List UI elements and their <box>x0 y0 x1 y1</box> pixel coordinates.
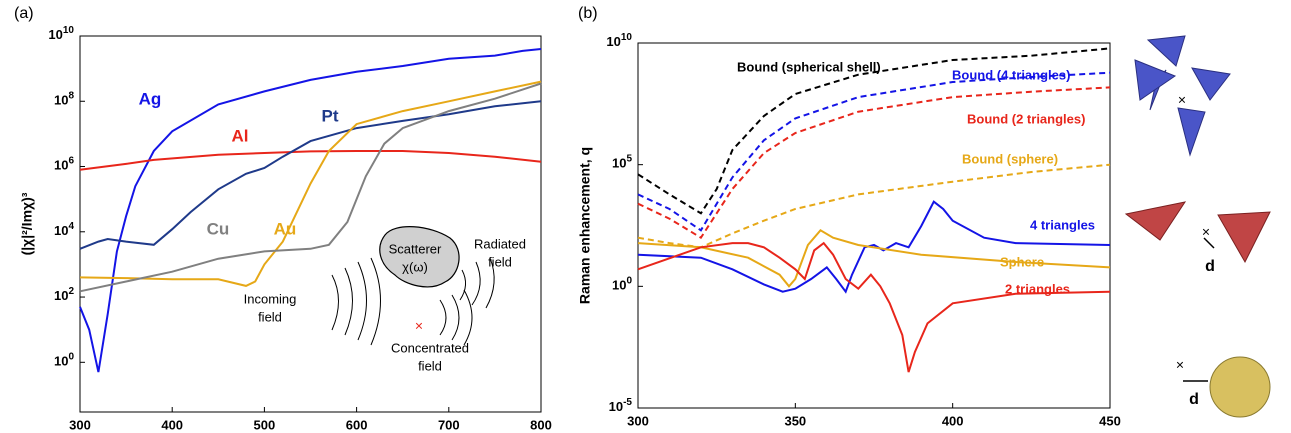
series-line <box>637 229 1111 288</box>
series-line <box>79 80 542 287</box>
annotation: field <box>258 309 282 324</box>
series-line <box>637 86 1111 240</box>
series-label: Sphere <box>1000 254 1044 269</box>
x-tick-label: 400 <box>161 417 183 432</box>
annotation: χ(ω) <box>402 259 428 274</box>
series-line <box>637 200 1111 294</box>
x-tick-label: 600 <box>346 417 368 432</box>
y-tick-label: 10-5 <box>609 397 633 415</box>
y-tick-label: 108 <box>54 90 74 108</box>
series-label: Al <box>232 126 249 145</box>
y-tick-label: 100 <box>54 351 74 369</box>
plot-frame <box>637 42 1111 409</box>
series-label: Pt <box>322 106 339 125</box>
series-line <box>79 48 542 373</box>
x-tick-label: 300 <box>627 413 649 428</box>
x-tick-label: 400 <box>942 413 964 428</box>
four-triangles-image <box>1134 35 1231 157</box>
series-label: Bound (spherical shell) <box>737 59 881 74</box>
gap-mark: × <box>1202 224 1210 240</box>
two-triangles-image <box>1124 201 1271 264</box>
series-line <box>79 100 542 250</box>
field-arcs <box>331 257 495 346</box>
y-tick-label: 100 <box>612 275 632 293</box>
gap-mark: × <box>1176 357 1184 373</box>
cross-mark: × <box>415 318 423 334</box>
series-label: 4 triangles <box>1030 217 1095 232</box>
x-tick-label: 700 <box>438 417 460 432</box>
series-line <box>79 150 542 171</box>
series-line <box>79 82 542 293</box>
y-tick-label: 1010 <box>606 32 632 50</box>
panel-label: (a) <box>14 5 34 22</box>
x-tick-label: 800 <box>530 417 552 432</box>
gap-mark: × <box>1178 92 1186 108</box>
y-tick-label: 106 <box>54 155 74 173</box>
series-label: Au <box>274 219 297 238</box>
panel-label: (b) <box>578 5 598 22</box>
y-axis-label: (|χ|²/Imχ)³ <box>19 192 35 255</box>
series-label: Bound (2 triangles) <box>967 111 1085 126</box>
sphere-image <box>1209 356 1271 418</box>
x-tick-label: 500 <box>254 417 276 432</box>
gap-arrow <box>1203 237 1215 249</box>
series-line <box>637 163 1111 249</box>
y-tick-label: 102 <box>54 286 74 304</box>
series-label: Bound (sphere) <box>962 151 1058 166</box>
x-tick-label: 450 <box>1099 413 1121 428</box>
annotation: Radiated <box>474 236 526 251</box>
series-label: Bound (4 triangles) <box>952 67 1070 82</box>
series-line <box>637 47 1111 215</box>
annotation: field <box>418 358 442 373</box>
annotation: field <box>488 254 512 269</box>
annotation: Concentrated <box>391 340 469 355</box>
series-line <box>637 241 1111 373</box>
y-tick-label: 1010 <box>48 25 74 43</box>
annotation: Incoming <box>244 291 297 306</box>
series-label: 2 triangles <box>1005 281 1070 296</box>
series-label: Cu <box>207 219 230 238</box>
y-tick-label: 105 <box>612 153 632 171</box>
x-tick-label: 350 <box>784 413 806 428</box>
x-tick-label: 300 <box>69 417 91 432</box>
series-line <box>637 71 1111 232</box>
y-tick-label: 104 <box>54 220 74 238</box>
gap-label: d <box>1189 391 1199 408</box>
gap-label: d <box>1205 258 1215 275</box>
plot-frame <box>79 35 542 413</box>
annotation: Scatterer <box>389 241 442 256</box>
y-axis-label: Raman enhancement, q <box>577 147 593 304</box>
series-label: Ag <box>139 89 162 108</box>
scatterer-shape <box>379 226 460 288</box>
